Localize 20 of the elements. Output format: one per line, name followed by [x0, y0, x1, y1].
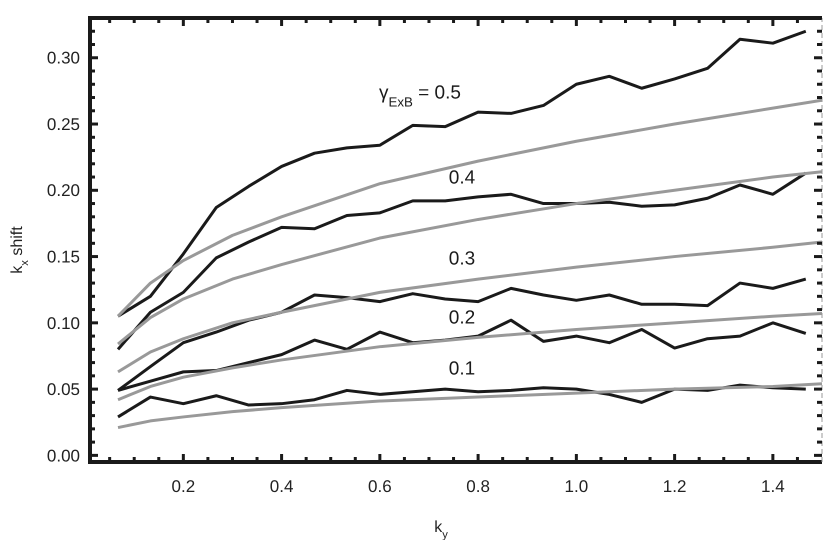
annotation: 0.2 — [448, 308, 476, 329]
annotation: 0.1 — [448, 358, 476, 380]
y-tick-label: 0.05 — [46, 380, 80, 400]
y-tick-label: 0.25 — [46, 114, 80, 134]
y-tick-label: 0.00 — [46, 446, 80, 466]
x-axis-title: k$_{y}$ — [434, 519, 448, 540]
annotation: γ$_{ExB}$ = 0.5 — [379, 82, 461, 110]
y-tick-label: 0.20 — [46, 181, 80, 200]
x-tick-label: 0.4 — [270, 477, 294, 496]
annotation: 0.4 — [448, 168, 476, 189]
y-tick-label: 0.30 — [46, 48, 80, 68]
y-tick-label: 0.15 — [46, 248, 80, 267]
x-tick-label: 1.0 — [564, 477, 588, 496]
x-tick-label: 0.2 — [172, 477, 196, 496]
x-tick-label: 0.8 — [466, 477, 490, 496]
annotation: 0.3 — [448, 248, 476, 270]
x-tick-label: 1.2 — [662, 477, 686, 496]
y-tick-label: 0.10 — [46, 314, 80, 333]
x-tick-label: 0.6 — [368, 477, 392, 496]
x-tick-label: 1.4 — [761, 477, 785, 496]
